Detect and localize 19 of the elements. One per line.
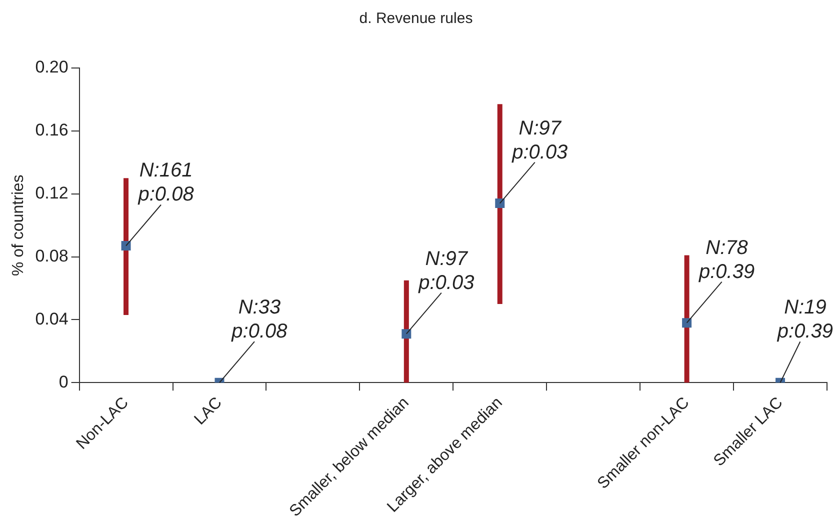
y-tick-label: 0.20: [35, 58, 68, 77]
y-tick-label: 0: [58, 372, 68, 392]
annotation: N:33 p:0.08: [230, 296, 288, 343]
y-tick-label: 0.08: [35, 246, 68, 266]
y-axis-title: % of countries: [10, 174, 28, 276]
point: [121, 241, 131, 250]
chart-title: d. Revenue rules: [359, 10, 473, 28]
y-tick-label: 0.12: [35, 184, 68, 203]
annotation: N:19 p:0.39: [776, 296, 833, 343]
annotation: N:97 p:0.03: [418, 248, 474, 294]
x-tick-label: LAC: [191, 394, 226, 428]
annotation: N:78 p:0.39: [698, 236, 755, 283]
point: [402, 329, 412, 339]
y-tick-label: 0.04: [35, 309, 68, 328]
annotation: N:161 p:0.08: [137, 160, 194, 206]
point: [682, 318, 692, 328]
annotation: N:97 p:0.03: [511, 117, 568, 164]
point: [495, 198, 505, 208]
y-tick-label: 0.16: [35, 120, 68, 140]
